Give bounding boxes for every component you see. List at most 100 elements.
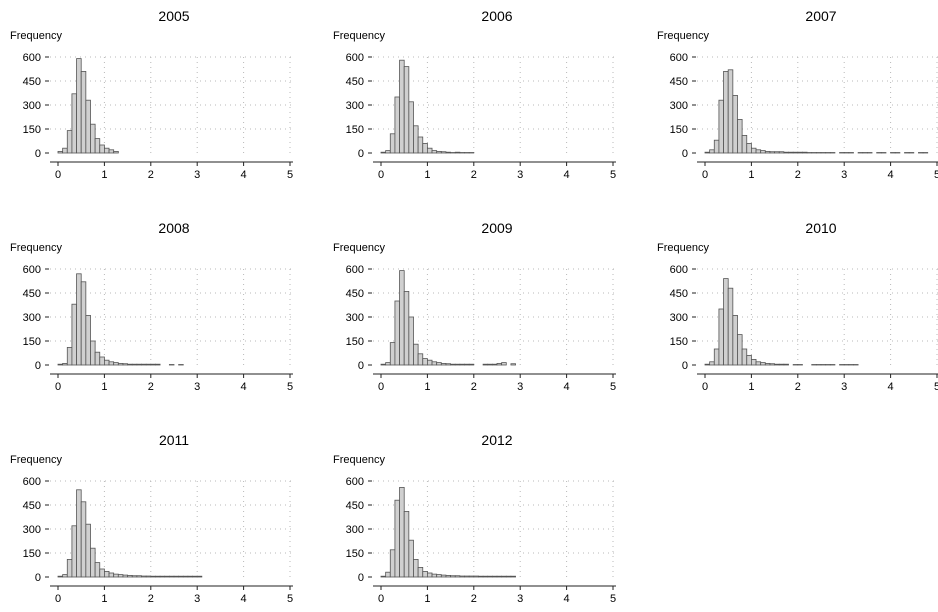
panel-2007: 2007 Frequency 0 150 300 450 600 0 1 2 3 4 5 <box>657 8 938 181</box>
histogram-bar <box>496 575 503 578</box>
histogram-bar <box>436 362 442 366</box>
histogram-bar <box>192 575 198 578</box>
histogram-bar <box>380 575 387 578</box>
y-tick-label: 450 <box>346 500 364 512</box>
y-tick-label: 300 <box>23 524 41 536</box>
histogram-bar <box>464 363 470 366</box>
histogram-bar <box>760 150 766 154</box>
histogram-bar <box>403 290 410 366</box>
histogram-bar <box>62 574 68 578</box>
histogram-bar <box>117 362 124 366</box>
histogram-bar <box>422 358 428 366</box>
histogram-bar <box>727 287 734 366</box>
histogram-bar <box>394 300 400 366</box>
x-tick-label: 4 <box>241 381 247 393</box>
histogram-bar <box>62 147 68 154</box>
histogram-bar <box>436 150 442 154</box>
histogram-bar <box>459 575 465 578</box>
y-tick-label: 150 <box>23 124 41 136</box>
y-axis-label: Frequency <box>10 30 62 42</box>
histogram-bar <box>727 69 734 154</box>
histogram-bar <box>732 314 738 366</box>
histogram-bar <box>468 575 475 578</box>
histogram-bar <box>76 58 82 154</box>
panel-2006: 2006 Frequency 0 150 300 450 600 0 1 2 3 4 5 <box>333 8 616 181</box>
histogram-bar <box>380 363 387 366</box>
histogram-bar <box>755 149 762 154</box>
y-tick-label: 450 <box>23 500 41 512</box>
histogram-bar <box>774 363 780 366</box>
x-tick-label: 5 <box>610 593 616 605</box>
panel-title: 2006 <box>481 8 512 24</box>
x-tick-label: 1 <box>424 169 430 181</box>
x-tick-label: 3 <box>517 593 523 605</box>
histogram-bar <box>127 363 133 366</box>
histogram-bar <box>385 150 391 154</box>
histogram-bar <box>496 362 503 366</box>
panel-2010: 2010 Frequency 0 150 300 450 600 0 1 2 3 4 5 <box>657 220 938 393</box>
x-tick-label: 2 <box>795 169 801 181</box>
x-tick-label: 0 <box>55 593 61 605</box>
histogram-bar <box>168 575 175 578</box>
histogram-bar <box>445 151 451 154</box>
x-tick-label: 5 <box>610 381 616 393</box>
panel-title: 2011 <box>159 432 189 448</box>
histogram-bar <box>141 575 147 578</box>
histogram-bar <box>122 363 128 366</box>
histogram-bar <box>769 151 776 154</box>
histogram-bar <box>723 278 729 366</box>
histogram-bar <box>445 575 451 578</box>
histogram-bar <box>99 568 105 578</box>
x-tick-label: 5 <box>610 169 616 181</box>
x-tick-label: 5 <box>934 169 938 181</box>
x-tick-label: 2 <box>148 169 154 181</box>
y-tick-label: 450 <box>23 288 41 300</box>
panel-2008: 2008 Frequency 0 150 300 450 600 0 1 2 3 4 5 <box>10 220 293 393</box>
histogram-bar <box>136 575 142 578</box>
histogram-bar <box>769 363 776 366</box>
histogram-bar <box>454 363 461 366</box>
histogram-bar <box>764 362 771 366</box>
histogram-bar <box>413 125 419 154</box>
histogram-bar <box>104 147 110 154</box>
histogram-bar <box>187 575 193 578</box>
histogram-bar <box>778 151 785 154</box>
x-tick-label: 1 <box>101 381 107 393</box>
x-tick-label: 4 <box>564 381 570 393</box>
histogram-bar <box>746 142 752 154</box>
histogram-bar <box>417 136 424 154</box>
histogram-bar <box>380 151 387 154</box>
y-tick-label: 300 <box>346 100 364 112</box>
x-tick-label: 0 <box>378 381 384 393</box>
y-axis-label: Frequency <box>657 242 709 254</box>
histogram-bar <box>155 363 161 366</box>
y-tick-label: 450 <box>346 76 364 88</box>
histogram-bar <box>150 575 156 578</box>
histogram-bar <box>66 130 73 154</box>
histogram-bar <box>478 575 484 578</box>
histogram-bar <box>399 270 405 366</box>
y-axis-label: Frequency <box>333 454 385 466</box>
histogram-bar <box>57 150 64 154</box>
histogram-bar <box>173 575 180 578</box>
histogram-bar <box>182 575 189 578</box>
histogram-bar <box>413 343 419 366</box>
x-tick-label: 3 <box>517 169 523 181</box>
histogram-bar <box>709 361 715 366</box>
histogram-bar <box>408 316 414 366</box>
x-tick-label: 3 <box>841 381 847 393</box>
histogram-bar <box>99 144 105 154</box>
panel-2005: 2005 Frequency 0 150 300 450 600 0 1 2 3 4 5 <box>10 8 293 181</box>
histogram-bar <box>454 151 461 154</box>
histogram-bar <box>80 71 87 154</box>
x-tick-label: 5 <box>287 593 293 605</box>
histogram-bar <box>718 99 724 154</box>
histogram-bar <box>737 119 743 154</box>
y-tick-label: 300 <box>23 100 41 112</box>
x-tick-label: 4 <box>888 169 894 181</box>
histogram-bar <box>783 363 789 366</box>
histogram-bar <box>145 575 152 578</box>
histogram-bar <box>99 356 105 366</box>
histogram-bar <box>431 361 438 366</box>
histogram-bar <box>104 359 110 366</box>
